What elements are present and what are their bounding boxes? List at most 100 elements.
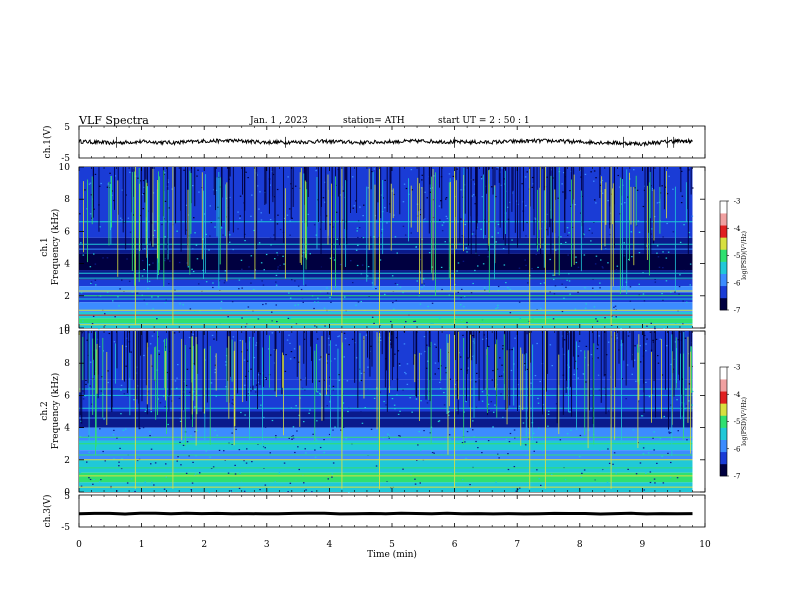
spec-speckle [688,383,691,385]
spec-speckle [321,465,324,468]
spec-speckle [445,197,448,199]
spec-speckle [510,369,513,372]
ch1-spec-ytick-label-2: 4 [64,260,70,270]
spec-speckle [250,390,252,392]
spec-speckle [595,255,598,257]
spec-speckle [82,254,85,256]
ch3-waveform-trace [78,511,693,516]
spec-speckle [399,364,401,367]
spec-speckle [302,485,304,487]
spec-speckle [613,306,615,308]
spec-speckle [386,222,388,224]
spec-speckle [289,297,292,299]
spec-speckle [513,429,516,431]
spec-speckle [303,482,305,484]
spec-speckle [536,469,538,471]
spec-speckle [642,453,645,455]
spec-speckle [184,439,186,441]
spec-speckle [300,379,302,381]
spec-speckle [153,484,155,486]
spec-speckle [283,217,286,219]
spec-speckle [223,450,225,452]
spec-speckle [98,328,100,330]
spec-speckle [663,325,665,327]
spec-speckle [243,460,245,462]
spec-speckle [313,307,315,310]
spec-speckle [639,345,641,347]
spec-band-4 [79,270,693,280]
spec-speckle [477,265,479,267]
colorbar-label: log(PSD)(V²/Hz) [741,397,748,446]
spec-speckle [213,415,216,417]
spec-speckle [289,317,291,320]
spec-speckle [113,429,115,431]
x-tick-label-7: 7 [514,540,520,550]
spec-speckle [450,271,453,273]
spec-speckle [686,424,688,426]
spec-speckle [130,351,132,353]
spec-speckle [330,301,332,303]
spec-speckle [565,243,567,245]
spec-speckle [441,288,443,291]
spec-speckle [550,247,553,249]
spec-speckle [420,353,422,355]
spec-speckle [322,197,325,199]
spec-speckle [355,304,357,306]
spec-speckle [327,337,330,339]
spec-speckle [603,387,606,389]
spec-speckle [361,483,364,485]
spec-speckle [629,286,632,288]
spec-speckle [126,258,128,260]
spec-speckle [323,439,325,441]
spec-speckle [627,468,629,470]
spec-speckle [106,291,109,293]
spec-speckle [292,420,294,423]
spec-speckle [497,232,499,234]
spec-speckle [130,468,132,470]
spec-speckle [219,323,221,325]
spec-speckle [457,262,460,264]
spec-speckle [269,354,272,356]
spec-speckle [470,292,473,294]
spec-speckle [596,320,599,322]
spec-speckle [335,211,338,213]
spec-speckle [90,194,93,196]
spec-speckle [433,452,435,454]
spec-speckle [188,442,191,444]
spec-speckle [280,410,282,412]
spec-speckle [314,301,316,303]
spec-speckle [654,328,656,330]
spec-speckle [320,356,322,358]
spec-speckle [215,189,218,191]
spec-speckle [634,187,636,189]
spec-speckle [256,174,258,176]
spec-speckle [331,476,333,478]
spec-speckle [668,431,670,433]
spec-speckle [245,375,247,377]
spec-speckle [132,242,134,244]
spec-speckle [484,446,486,448]
spec-speckle [616,265,619,267]
ch2-spec-ytick-label-3: 6 [64,391,70,401]
spec-speckle [443,222,445,224]
spec-speckle [323,451,325,454]
spec-speckle [653,326,655,328]
spec-band-3 [79,253,693,271]
spec-speckle [119,288,121,290]
spec-speckle [234,473,237,475]
spec-speckle [324,201,326,203]
spec-speckle [461,235,463,237]
spec-speckle [502,345,504,347]
spec-speckle [640,415,643,417]
spec-speckle [132,214,135,216]
spec-speckle [672,188,674,190]
colorbar-tick-label-0: -3 [734,198,741,206]
spec-speckle [555,403,558,405]
spec-speckle [145,409,148,411]
spec-speckle [142,427,145,429]
spec-speckle [80,242,82,244]
spec-speckle [84,189,86,191]
spec-speckle [426,197,428,199]
